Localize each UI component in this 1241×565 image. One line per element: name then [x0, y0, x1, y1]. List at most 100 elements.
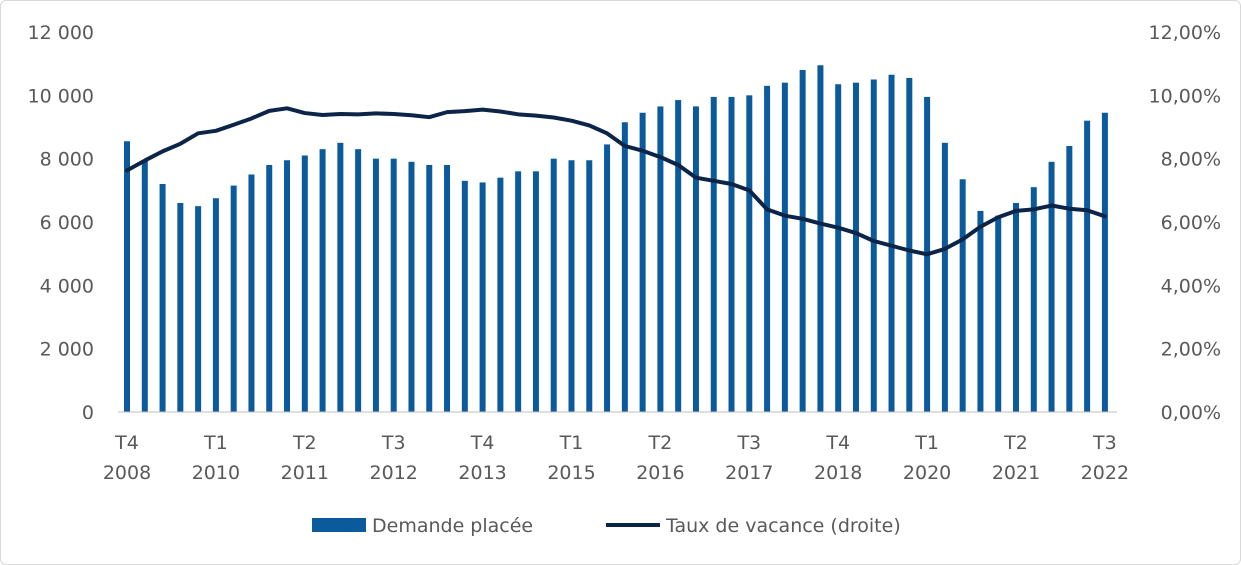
bar-demande-placee [639, 112, 646, 412]
bar-demande-placee [177, 203, 184, 412]
y-axis-right-ticks: 0,00% 2,00% 4,00% 6,00% 8,00% 10,00% 12,00% [1149, 22, 1221, 424]
x-tick-year: 2008 [103, 462, 151, 484]
bar-demande-placee [1013, 203, 1019, 412]
y-tick-label: 12 000 [28, 22, 94, 44]
bar-demande-placee [319, 149, 326, 413]
bar-demande-placee [1084, 120, 1091, 413]
x-tick-year: 2018 [814, 462, 862, 484]
bar-demande-placee [781, 82, 788, 413]
x-tick-quarter: T3 [736, 432, 761, 454]
bar-demande-placee [550, 158, 557, 412]
x-tick-year: 2015 [547, 462, 595, 484]
bar-demande-placee [817, 65, 824, 412]
bar-demande-placee [479, 182, 486, 412]
bar-demande-placee [159, 184, 166, 412]
x-tick-quarter: T1 [203, 432, 228, 454]
bar-demande-placee [248, 174, 255, 412]
x-tick-quarter: T2 [292, 432, 317, 454]
x-tick-year: 2013 [458, 462, 506, 484]
bar-demande-placee [532, 171, 539, 412]
bar-demande-placee [141, 160, 148, 412]
bar-demande-placee [230, 185, 237, 412]
vacancy-rate-line [125, 106, 1107, 257]
bar-demande-placee [568, 160, 575, 412]
y-tick-label: 6 000 [40, 212, 94, 234]
bar-demande-placee [835, 84, 842, 412]
x-axis-ticks: T4 2008 T1 2010 T2 2011 T3 2012 T4 2013 T1 2015 T2 20… [103, 432, 1129, 484]
bar-demande-placee [1030, 187, 1037, 412]
y-tick-label: 10 000 [28, 85, 94, 107]
bar-demande-placee [746, 95, 753, 412]
y2-tick-label: 6,00% [1161, 212, 1221, 234]
x-tick-quarter: T3 [381, 432, 406, 454]
bar-demande-placee [390, 158, 397, 412]
bar-demande-placee [372, 158, 379, 412]
x-tick-year: 2021 [992, 462, 1040, 484]
bar-demande-placee [959, 179, 966, 412]
bar-demande-placee [586, 160, 593, 412]
bar-demande-placee [852, 82, 859, 413]
x-tick-quarter: T4 [470, 432, 495, 454]
y-tick-label: 8 000 [40, 149, 94, 171]
y2-tick-label: 10,00% [1149, 85, 1221, 107]
x-tick-year: 2017 [725, 462, 773, 484]
x-tick-year: 2016 [636, 462, 684, 484]
bar-demande-placee [1066, 146, 1073, 412]
bar-demande-placee [355, 149, 362, 413]
x-tick-quarter: T3 [1092, 432, 1117, 454]
x-tick-year: 2010 [192, 462, 240, 484]
bar-demande-placee [870, 79, 877, 412]
bar-demande-placee [461, 180, 468, 412]
x-tick-year: 2020 [903, 462, 951, 484]
bar-demande-placee [337, 142, 344, 412]
bar-demande-placee [284, 160, 291, 412]
y2-tick-label: 2,00% [1161, 339, 1221, 361]
bar-demande-placee [692, 106, 699, 413]
bar-demande-placee [799, 70, 806, 412]
bars-group [124, 65, 1108, 413]
x-tick-quarter: T1 [559, 432, 584, 454]
x-tick-quarter: T4 [825, 432, 850, 454]
legend: Demande placée Taux de vacance (droite) [312, 515, 901, 537]
bar-demande-placee [1101, 112, 1108, 412]
bar-demande-placee [621, 122, 628, 412]
y2-tick-label: 12,00% [1149, 22, 1221, 44]
y2-tick-label: 8,00% [1161, 149, 1221, 171]
legend-label-demande-placee: Demande placée [372, 515, 533, 537]
bar-demande-placee [124, 141, 130, 412]
bar-demande-placee [710, 96, 717, 413]
bar-demande-placee [212, 198, 219, 412]
bar-demande-placee [444, 165, 451, 412]
bar-demande-placee [995, 215, 1002, 412]
x-tick-year: 2012 [370, 462, 418, 484]
bar-demande-placee [515, 171, 522, 412]
bar-demande-placee [408, 161, 415, 412]
x-tick-quarter: T2 [1003, 432, 1028, 454]
y-tick-label: 4 000 [40, 275, 94, 297]
x-tick-quarter: T2 [648, 432, 673, 454]
legend-swatch-demande-placee [312, 518, 366, 532]
bar-demande-placee [888, 74, 895, 412]
y2-tick-label: 0,00% [1161, 402, 1221, 424]
bar-demande-placee [195, 206, 202, 412]
bar-demande-placee [1048, 161, 1055, 412]
y-axis-left-ticks: 0 2 000 4 000 6 000 8 000 10 000 12 000 [28, 22, 94, 424]
bar-demande-placee [764, 85, 771, 412]
bar-demande-placee [497, 177, 504, 412]
bar-demande-placee [604, 144, 611, 413]
y-tick-label: 2 000 [40, 339, 94, 361]
bar-demande-placee [941, 142, 948, 412]
bar-demande-placee [675, 100, 682, 412]
x-tick-year: 2022 [1081, 462, 1129, 484]
y-tick-label: 0 [82, 402, 94, 424]
bar-demande-placee [906, 77, 913, 413]
bar-demande-placee [657, 106, 664, 413]
x-tick-quarter: T1 [914, 432, 939, 454]
bar-demande-placee [426, 165, 433, 412]
bar-demande-placee [266, 165, 273, 412]
bar-demande-placee [728, 96, 735, 413]
x-tick-quarter: T4 [114, 432, 139, 454]
y2-tick-label: 4,00% [1161, 275, 1221, 297]
legend-label-taux-de-vacance: Taux de vacance (droite) [665, 515, 901, 537]
